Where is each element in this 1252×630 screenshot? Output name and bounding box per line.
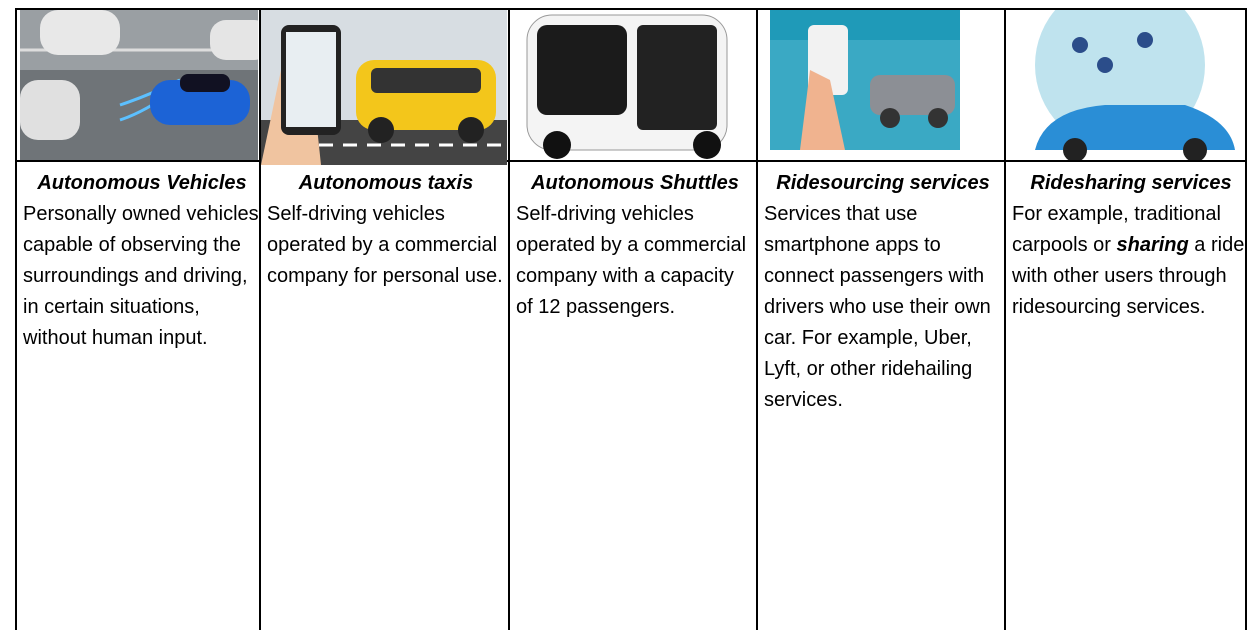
table-cell: Autonomous Vehicles Personally owned vehi… (17, 168, 265, 354)
column-description: Self-driving vehicles operated by a comm… (516, 203, 747, 318)
table-border (1245, 8, 1247, 630)
image-autonomous-taxis (261, 10, 507, 165)
description-text: For example, traditional carpools or (1012, 203, 1221, 256)
column-description: Personally owned vehicles capable of obs… (23, 203, 259, 349)
column-description: For example, traditional carpools or sha… (1012, 199, 1250, 323)
column-title: Autonomous taxis (298, 172, 474, 194)
description-text: a ride with other users through ridesour… (1012, 234, 1245, 318)
column-title: Ridesharing services (1030, 172, 1232, 194)
table-border (259, 8, 261, 630)
emphasized-text: sharing (1116, 234, 1189, 256)
table-cell: Autonomous Shuttles Self-driving vehicles… (510, 168, 758, 323)
table-border (15, 160, 1247, 162)
column-description: Services that use smartphone apps to con… (764, 203, 991, 411)
table-border (1004, 8, 1006, 630)
table-border (508, 8, 510, 630)
column-description: Self-driving vehicles operated by a comm… (267, 203, 503, 287)
table-cell: Ridesourcing services Services that use s… (758, 168, 1006, 416)
image-ridesourcing (770, 10, 960, 150)
column-title: Autonomous Vehicles (37, 172, 247, 194)
table-cell: Ridesharing services For example, traditi… (1006, 168, 1252, 323)
column-title: Ridesourcing services (776, 172, 990, 194)
image-ridesharing (1015, 10, 1240, 160)
column-title: Autonomous Shuttles (531, 172, 739, 194)
image-autonomous-vehicles (20, 10, 258, 160)
table-border (15, 8, 1247, 10)
table-border (756, 8, 758, 630)
image-autonomous-shuttles (512, 10, 754, 160)
table-border (15, 8, 17, 630)
table-cell: Autonomous taxis Self-driving vehicles op… (261, 168, 509, 292)
